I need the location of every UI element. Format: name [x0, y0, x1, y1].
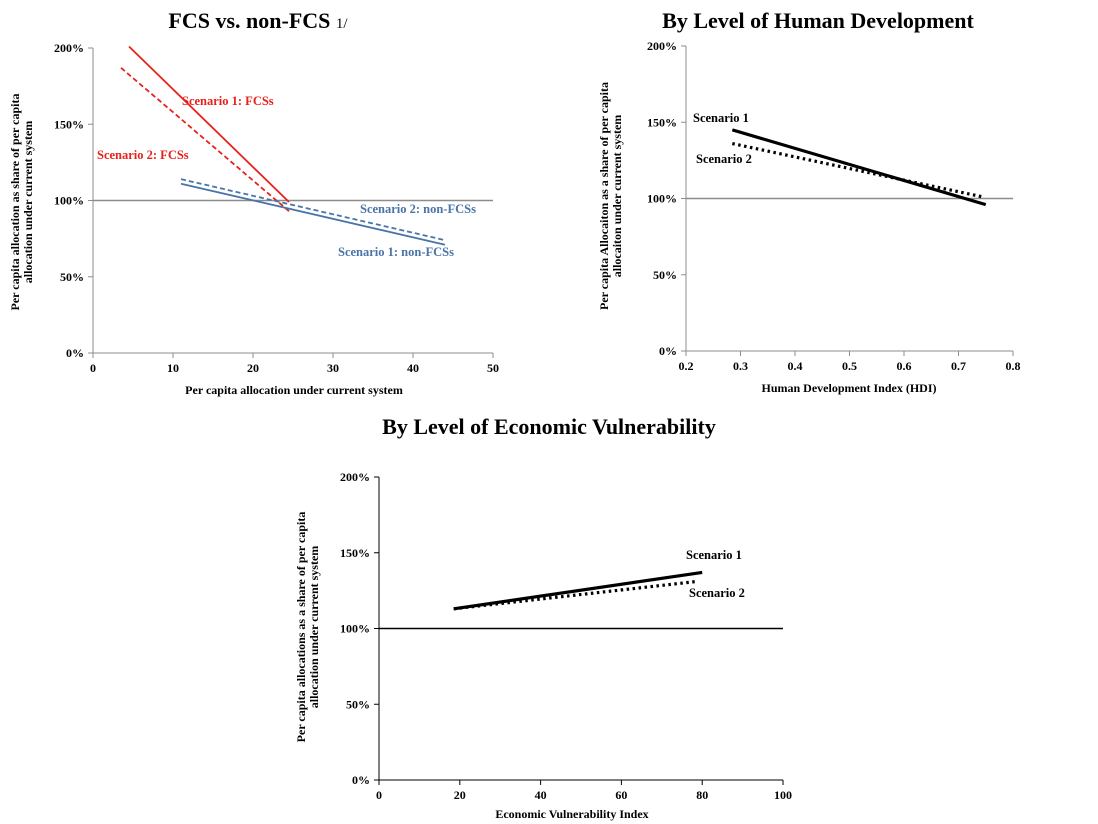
series-label: Scenario 2	[689, 586, 745, 600]
x-axis-label: Per capita allocation under current syst…	[185, 383, 403, 397]
y-tick-label: 200%	[340, 470, 370, 484]
series-line-scenario-2-fcss	[120, 67, 290, 212]
y-axis-label-line1: Per capita allocations as a share of per…	[294, 512, 308, 743]
x-tick-label: 40	[407, 361, 419, 375]
series-line-scenario-1	[453, 570, 703, 611]
y-axis-label: Per capita allocation as share of per ca…	[8, 94, 35, 311]
chart-evi: By Level of Economic Vulnerability 0% 50%…	[294, 414, 792, 821]
series-label: Scenario 1	[693, 111, 749, 125]
y-tick-label: 200%	[647, 39, 677, 53]
x-tick-label: 0	[90, 361, 96, 375]
y-axis-label-line2: allocaiton under current system	[610, 115, 624, 278]
x-tick-label: 0.4	[788, 359, 803, 373]
chart-title: By Level of Human Development	[662, 8, 974, 33]
x-tick-label: 30	[327, 361, 339, 375]
series-line-scenario-1-fcss	[128, 45, 290, 203]
x-tick-label: 0.2	[679, 359, 694, 373]
y-axis-label: Per capita Allocaiton as a share of per …	[597, 82, 624, 310]
y-tick-label: 150%	[340, 546, 370, 560]
x-tick-label: 0.5	[842, 359, 857, 373]
chart-title: FCS vs. non-FCS 1/	[168, 8, 348, 33]
x-axis-label: Human Development Index (HDI)	[761, 381, 936, 395]
series-line-scenario-1	[731, 128, 987, 207]
x-tick-label: 0.8	[1006, 359, 1021, 373]
plot-area: 0% 50% 100% 150% 200% 0.2 0.3 0.4 0.5 0.6 0.7 0.8 Sc…	[647, 39, 1021, 373]
series-label: Scenario 2: FCSs	[97, 148, 189, 162]
y-tick-label: 50%	[60, 270, 84, 284]
y-tick-label: 200%	[54, 41, 84, 55]
x-tick-label: 10	[167, 361, 179, 375]
y-axis-label-line1: Per capita Allocaiton as a share of per …	[597, 82, 611, 310]
plot-area: 0% 50% 100% 150% 200% 0 20 40 60 80 100 Scenario 1 S…	[340, 470, 792, 802]
x-tick-label: 0	[376, 788, 382, 802]
x-axis-label: Economic Vulnerability Index	[495, 807, 648, 821]
x-tick-label: 0.7	[951, 359, 966, 373]
y-tick-label: 0%	[66, 346, 84, 360]
y-tick-label: 50%	[346, 697, 370, 711]
y-tick-label: 0%	[352, 773, 370, 787]
x-tick-label: 60	[615, 788, 627, 802]
y-tick-label: 50%	[653, 268, 677, 282]
x-tick-label: 0.6	[897, 359, 912, 373]
chart-title: By Level of Economic Vulnerability	[382, 414, 716, 439]
chart-hdi: By Level of Human Development 0% 50% 100% 1…	[597, 8, 1021, 395]
y-tick-label: 100%	[340, 622, 370, 636]
x-tick-label: 80	[696, 788, 708, 802]
series-line-scenario-2-non-fcss	[180, 178, 446, 242]
y-tick-label: 150%	[54, 117, 84, 131]
series-line-scenario-2	[731, 142, 984, 199]
x-tick-label: 40	[535, 788, 547, 802]
series-label: Scenario 2	[696, 152, 752, 166]
x-tick-label: 0.3	[733, 359, 748, 373]
y-axis-label-line2: allocation under current system	[307, 546, 321, 709]
series-label: Scenario 1	[686, 548, 742, 562]
x-tick-label: 20	[247, 361, 259, 375]
series-label: Scenario 2: non-FCSs	[360, 202, 476, 216]
y-tick-label: 150%	[647, 115, 677, 129]
y-axis-label-line1: Per capita allocation as share of per ca…	[8, 94, 22, 311]
x-tick-label: 100	[774, 788, 792, 802]
y-tick-label: 100%	[54, 194, 84, 208]
y-axis-label-line2: allocation under current system	[21, 121, 35, 284]
chart-fcs: FCS vs. non-FCS 1/ 0% 50% 100% 150% 200% 0 10 2…	[8, 8, 499, 397]
series-line-scenario-1-non-fcss	[180, 182, 446, 246]
series-line-scenario-2	[453, 579, 697, 611]
series-label: Scenario 1: FCSs	[182, 94, 274, 108]
x-tick-label: 50	[487, 361, 499, 375]
x-tick-label: 20	[454, 788, 466, 802]
y-tick-label: 0%	[659, 344, 677, 358]
plot-area: 0% 50% 100% 150% 200% 0 10 20 30 40 50 Scenario 1: …	[54, 41, 499, 375]
series-label: Scenario 1: non-FCSs	[338, 245, 454, 259]
y-axis-label: Per capita allocations as a share of per…	[294, 512, 321, 743]
y-tick-label: 100%	[647, 192, 677, 206]
